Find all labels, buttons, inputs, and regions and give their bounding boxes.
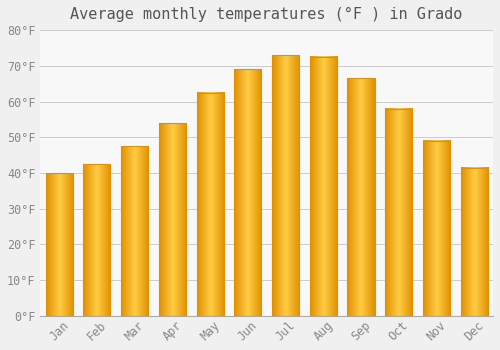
Bar (46, 173, 73, 316)
Bar (460, 168, 488, 316)
Bar (159, 123, 186, 316)
Bar (348, 78, 374, 316)
Title: Average monthly temperatures (°F ) in Grado: Average monthly temperatures (°F ) in Gr… (70, 7, 463, 22)
Bar (196, 93, 224, 316)
Bar (234, 69, 262, 316)
Bar (423, 141, 450, 316)
Bar (385, 109, 412, 316)
Bar (272, 55, 299, 316)
Bar (310, 57, 337, 316)
Bar (84, 164, 110, 316)
Bar (121, 146, 148, 316)
